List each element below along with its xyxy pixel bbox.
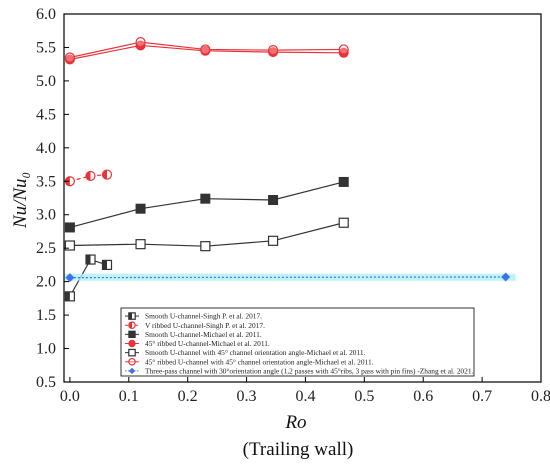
legend-entry: Smooth U-channel with 45° channel orient… (125, 348, 366, 357)
legend-entry: Smooth U-channel-Michael et al. 2011. (125, 330, 262, 339)
series-line (69, 181, 344, 229)
x-tick-label: 0.7 (472, 388, 492, 405)
data-point (338, 44, 349, 55)
series-line (69, 276, 506, 279)
data-point (135, 37, 146, 48)
data-point (267, 235, 279, 246)
x-axis-label: Ro (284, 412, 306, 433)
data-point-fill (128, 312, 132, 320)
data-point (128, 357, 136, 366)
x-tick-label: 0.5 (354, 388, 374, 405)
data-point (200, 44, 211, 55)
data-point (64, 240, 75, 251)
y-axis-label: Nu/Nu₀ (10, 172, 31, 229)
x-tick-label: 0.3 (237, 388, 257, 405)
legend-label: Three-pass channel with 30°orientation a… (145, 367, 474, 376)
x-axis-note: (Trailing wall) (243, 439, 354, 460)
data-point (338, 47, 349, 58)
data-point (501, 272, 511, 282)
legend-entry: V ribbed U-channel-Singh P. et al. 2017. (125, 321, 265, 330)
series-line (69, 41, 344, 59)
data-point (268, 195, 279, 206)
data-point-fill (102, 260, 107, 270)
legend-entry: 45° ribbed U-channel with 45° channel or… (125, 357, 374, 366)
legend-label: Smooth U-channel with 45° channel orient… (145, 348, 366, 357)
data-point (338, 176, 349, 187)
data-point (128, 367, 136, 375)
data-point (135, 203, 146, 214)
data-point-fill (86, 171, 91, 181)
series-2 (64, 169, 113, 187)
data-point (135, 239, 146, 250)
y-tick-label: 3.5 (36, 173, 56, 190)
data-point-fill (102, 170, 107, 180)
x-tick-label: 0.2 (178, 388, 198, 405)
y-tick-label: 5.0 (36, 73, 56, 90)
y-tick-label: 6.0 (36, 6, 56, 23)
x-tick-label: 0.8 (531, 388, 550, 405)
series-6 (64, 37, 349, 63)
y-tick-label: 5.5 (36, 39, 56, 56)
data-point (338, 217, 349, 228)
y-tick-label: 0.5 (36, 374, 56, 391)
legend-label: Smooth U-channel-Singh P. et al. 2017. (145, 312, 262, 321)
data-point (267, 45, 279, 56)
plot-frame (63, 13, 542, 383)
data-point (65, 273, 75, 283)
y-tick-label: 3.0 (36, 207, 56, 224)
y-tick-label: 4.5 (36, 106, 56, 123)
data-point-fill (86, 255, 91, 265)
data-point (128, 330, 136, 339)
y-tick-label: 2.5 (36, 240, 56, 257)
x-tick-label: 0.0 (60, 388, 80, 405)
x-tick-label: 0.6 (413, 388, 433, 405)
data-point (200, 193, 211, 204)
legend-label: Smooth U-channel-Michael et al. 2011. (145, 330, 262, 339)
y-tick-label: 4.0 (36, 140, 56, 157)
data-point (64, 52, 75, 63)
data-point (200, 241, 211, 252)
series-5 (64, 217, 349, 252)
data-point (128, 339, 136, 348)
legend-label: 45° ribbed U-channel with 45° channel or… (145, 357, 374, 366)
series-1 (64, 254, 113, 302)
legend-label: 45° ribbed U-channel-Michael et al. 2011… (145, 339, 270, 348)
data-point (128, 348, 136, 357)
x-tick-label: 0.4 (295, 388, 315, 405)
x-tick-label: 0.1 (119, 388, 139, 405)
y-tick-label: 1.0 (36, 341, 56, 358)
data-point-fill (128, 322, 132, 329)
legend-entry: Smooth U-channel-Singh P. et al. 2017. (125, 312, 262, 321)
data-point-fill (65, 291, 70, 301)
y-tick-label: 1.5 (36, 307, 56, 324)
legend-label: V ribbed U-channel-Singh P. et al. 2017. (145, 321, 265, 330)
legend-entry: 45° ribbed U-channel-Michael et al. 2011… (125, 339, 270, 348)
data-point (64, 222, 75, 233)
legend-box (120, 307, 475, 377)
y-tick-label: 2.0 (36, 274, 56, 291)
series-3 (64, 176, 349, 233)
series-7 (63, 272, 516, 283)
legend-entry: Three-pass channel with 30°orientation a… (125, 367, 474, 376)
